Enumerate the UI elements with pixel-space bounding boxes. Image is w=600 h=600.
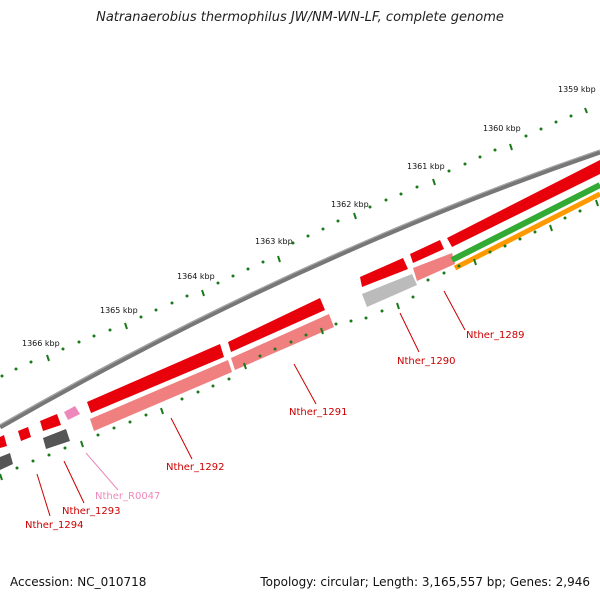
gene-label-nther-1292[interactable]: Nther_1292 xyxy=(166,462,224,473)
cds-feature[interactable] xyxy=(87,344,224,413)
genome-backbone-highlight xyxy=(0,149,600,426)
cds-feature[interactable] xyxy=(360,258,408,287)
cds-feature[interactable] xyxy=(43,429,70,449)
gene-labels: Nther_1289 Nther_1290 Nther_1291 Nther_1… xyxy=(25,330,524,531)
map-title: Natranaerobius thermophilus JW/NM-WN-LF,… xyxy=(96,10,504,25)
orange-track xyxy=(453,191,600,271)
tick-labels: 1359 kbp 1360 kbp 1361 kbp 1362 kbp 1363… xyxy=(22,85,596,348)
cds-feature[interactable] xyxy=(18,427,31,441)
tick-label: 1366 kbp xyxy=(22,339,60,348)
tick-label: 1365 kbp xyxy=(100,306,138,315)
cds-feature[interactable] xyxy=(228,298,325,352)
tick-label: 1360 kbp xyxy=(483,124,521,133)
reverse-track xyxy=(0,253,455,470)
forward-cds-track xyxy=(0,160,600,448)
tick-label: 1364 kbp xyxy=(177,272,215,281)
tick-label: 1359 kbp xyxy=(558,85,596,94)
cds-feature[interactable] xyxy=(0,453,13,470)
tick-marks xyxy=(0,107,599,481)
cds-feature[interactable] xyxy=(90,360,232,431)
rrna-feature[interactable] xyxy=(64,406,80,420)
cds-feature[interactable] xyxy=(362,274,417,307)
cds-feature[interactable] xyxy=(231,314,334,370)
cds-feature[interactable] xyxy=(413,253,455,281)
green-track xyxy=(450,182,600,263)
tick-label: 1362 kbp xyxy=(331,200,369,209)
gene-label-nther-r0047[interactable]: Nther_R0047 xyxy=(95,491,160,502)
accession-label: Accession: NC_010718 xyxy=(10,575,147,589)
leader-lines xyxy=(36,290,466,517)
gene-label-nther-1291[interactable]: Nther_1291 xyxy=(289,407,347,418)
cds-feature[interactable] xyxy=(40,414,61,431)
gene-label-nther-1289[interactable]: Nther_1289 xyxy=(466,330,524,341)
cds-feature[interactable] xyxy=(0,435,7,448)
genome-backbone xyxy=(0,149,600,430)
tick-label: 1361 kbp xyxy=(407,162,445,171)
genome-summary: Topology: circular; Length: 3,165,557 bp… xyxy=(260,575,590,589)
cds-feature[interactable] xyxy=(447,160,600,247)
tick-label: 1363 kbp xyxy=(255,237,293,246)
cds-feature[interactable] xyxy=(410,240,444,263)
gene-label-nther-1290[interactable]: Nther_1290 xyxy=(397,356,455,367)
gene-label-nther-1293[interactable]: Nther_1293 xyxy=(62,506,120,517)
gene-label-nther-1294[interactable]: Nther_1294 xyxy=(25,520,83,531)
